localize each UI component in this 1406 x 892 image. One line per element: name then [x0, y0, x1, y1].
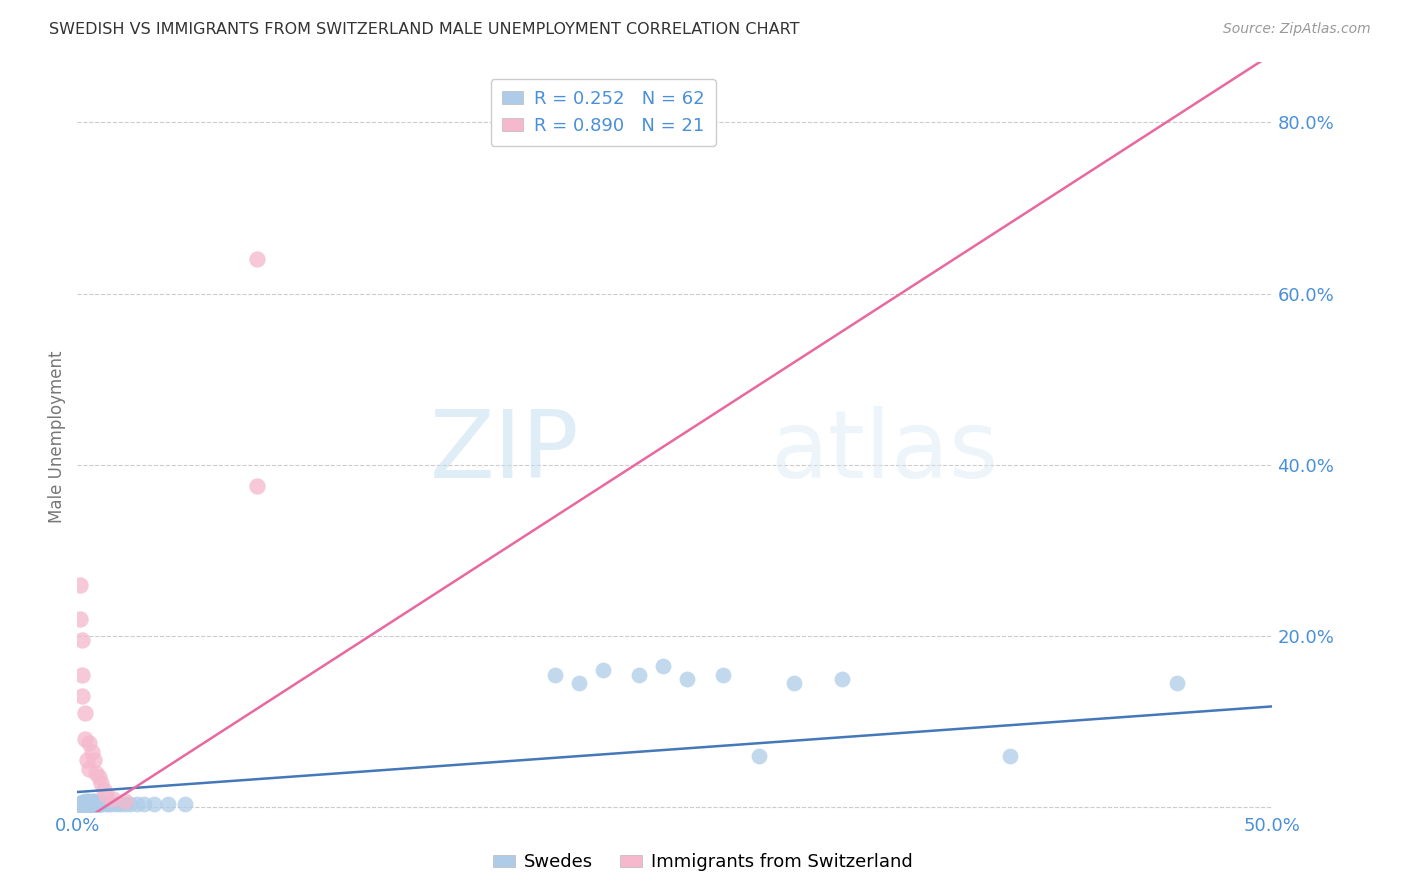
Point — [114, 797, 136, 811]
Point — [73, 795, 96, 809]
Point — [73, 731, 96, 746]
Point — [76, 794, 98, 808]
Point — [90, 797, 112, 811]
Text: ZIP: ZIP — [430, 406, 579, 498]
Text: atlas: atlas — [770, 406, 998, 498]
Point — [544, 667, 567, 681]
Point — [70, 689, 93, 703]
Point — [79, 795, 101, 809]
Point — [93, 796, 115, 810]
Point — [568, 676, 591, 690]
Point — [79, 797, 101, 812]
Point — [83, 794, 105, 808]
Point — [76, 753, 98, 767]
Y-axis label: Male Unemployment: Male Unemployment — [48, 351, 66, 524]
Point — [83, 795, 105, 809]
Point — [76, 796, 98, 810]
Point — [76, 797, 98, 811]
Point — [73, 706, 96, 721]
Point — [79, 797, 101, 811]
Point — [110, 797, 132, 811]
Point — [1166, 676, 1188, 690]
Point — [83, 753, 105, 767]
Point — [70, 797, 93, 812]
Point — [246, 479, 269, 493]
Point — [80, 797, 103, 812]
Point — [69, 797, 91, 811]
Point — [998, 749, 1021, 764]
Point — [69, 578, 91, 592]
Point — [831, 672, 853, 686]
Point — [94, 788, 117, 802]
Point — [94, 797, 117, 811]
Text: Source: ZipAtlas.com: Source: ZipAtlas.com — [1223, 22, 1371, 37]
Point — [69, 796, 91, 810]
Point — [69, 797, 91, 812]
Point — [80, 796, 103, 810]
Point — [70, 798, 93, 813]
Point — [80, 745, 103, 759]
Point — [246, 252, 269, 267]
Point — [748, 749, 770, 764]
Point — [80, 795, 103, 809]
Point — [73, 797, 96, 811]
Legend: R = 0.252   N = 62, R = 0.890   N = 21: R = 0.252 N = 62, R = 0.890 N = 21 — [491, 79, 716, 145]
Point — [783, 676, 806, 690]
Point — [79, 736, 101, 750]
Point — [90, 776, 112, 790]
Point — [73, 794, 96, 808]
Point — [118, 797, 141, 811]
Point — [157, 797, 180, 811]
Point — [86, 797, 108, 811]
Point — [676, 672, 699, 686]
Point — [70, 633, 93, 648]
Point — [73, 797, 96, 812]
Point — [134, 797, 156, 811]
Point — [73, 796, 96, 810]
Point — [103, 792, 124, 806]
Point — [90, 795, 112, 809]
Legend: Swedes, Immigrants from Switzerland: Swedes, Immigrants from Switzerland — [486, 847, 920, 879]
Point — [87, 771, 110, 785]
Point — [73, 798, 96, 813]
Point — [79, 762, 101, 776]
Point — [97, 797, 120, 811]
Point — [114, 794, 136, 808]
Point — [86, 766, 108, 780]
Point — [711, 667, 734, 681]
Point — [70, 795, 93, 809]
Point — [80, 794, 103, 808]
Point — [87, 795, 110, 809]
Point — [83, 796, 105, 810]
Point — [86, 794, 108, 808]
Point — [127, 797, 149, 811]
Point — [104, 797, 127, 811]
Point — [628, 667, 651, 681]
Point — [70, 797, 93, 811]
Point — [142, 797, 165, 811]
Point — [69, 612, 91, 626]
Point — [76, 798, 98, 813]
Point — [69, 797, 91, 812]
Point — [79, 794, 101, 808]
Point — [652, 659, 675, 673]
Text: SWEDISH VS IMMIGRANTS FROM SWITZERLAND MALE UNEMPLOYMENT CORRELATION CHART: SWEDISH VS IMMIGRANTS FROM SWITZERLAND M… — [49, 22, 800, 37]
Point — [70, 667, 93, 681]
Point — [100, 797, 122, 811]
Point — [174, 797, 197, 811]
Point — [592, 664, 614, 678]
Point — [93, 783, 115, 797]
Point — [83, 797, 105, 812]
Point — [70, 796, 93, 810]
Point — [87, 797, 110, 812]
